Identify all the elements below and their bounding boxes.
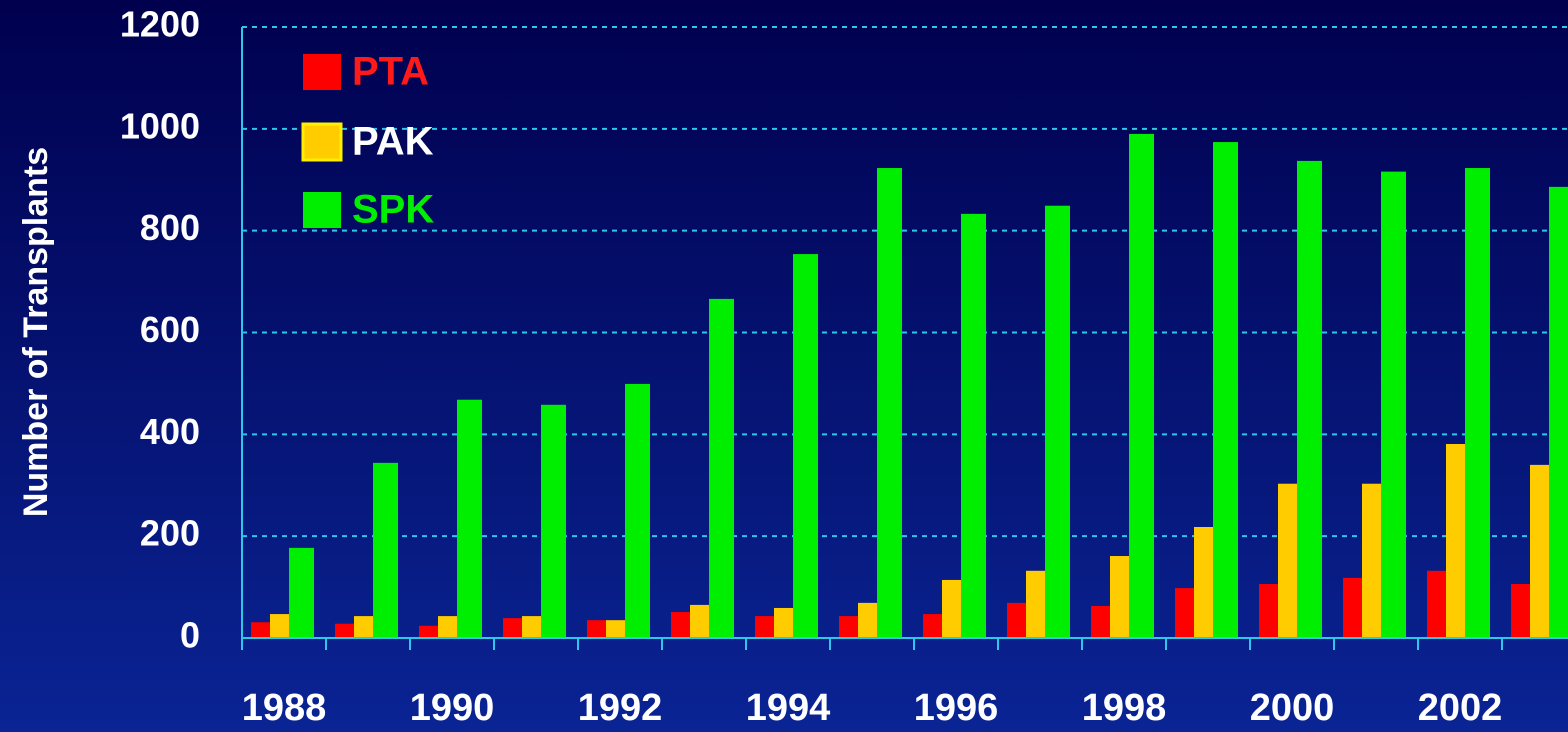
bar: [251, 622, 270, 638]
bar: [354, 616, 373, 638]
y-tick-label: 600: [140, 309, 200, 350]
y-tick-label: 0: [180, 615, 200, 656]
bar: [1381, 171, 1406, 638]
x-tick-label: 1992: [578, 687, 663, 729]
bar: [541, 404, 566, 638]
bar: [1175, 588, 1194, 638]
x-tick-label: 1996: [914, 687, 999, 729]
legend-label: PAK: [352, 120, 434, 164]
x-tick-label: 1990: [410, 687, 495, 729]
y-tick-label: 400: [140, 411, 200, 452]
bar: [793, 254, 818, 639]
bar: [690, 604, 709, 638]
legend-swatch: [301, 122, 343, 162]
bar: [438, 616, 457, 638]
bar: [942, 579, 961, 638]
bar: [1259, 584, 1278, 638]
bar: [1343, 577, 1362, 638]
bar: [839, 616, 858, 638]
bar: [1194, 527, 1213, 638]
bar: [1549, 186, 1568, 638]
bar: [858, 602, 877, 638]
bar: [1297, 160, 1322, 638]
legend-label: SPK: [352, 188, 434, 232]
x-tick-label: 1998: [1082, 687, 1167, 729]
bar: [755, 616, 774, 638]
bar: [587, 620, 606, 638]
bar: [1026, 570, 1045, 638]
y-tick-label: 800: [140, 207, 200, 248]
bar: [709, 298, 734, 638]
bar: [1465, 168, 1490, 638]
x-tick-label: 1994: [746, 687, 831, 729]
bar: [923, 614, 942, 638]
bar: [671, 612, 690, 638]
legend-swatch: [303, 54, 341, 90]
bar: [1446, 444, 1465, 638]
bar: [1278, 483, 1297, 638]
bar: [270, 614, 289, 638]
bar: [1007, 602, 1026, 638]
bar: [1213, 142, 1238, 639]
x-tick-label: 2000: [1250, 687, 1335, 729]
y-tick-label: 200: [140, 513, 200, 554]
y-axis-label: Number of Transplants: [17, 147, 55, 517]
bar: [961, 213, 986, 638]
bar: [1427, 570, 1446, 638]
legend-swatch: [303, 192, 341, 228]
y-tick-label: 1200: [120, 4, 200, 45]
bar: [335, 623, 354, 638]
bar: [1091, 605, 1110, 638]
bar: [1511, 584, 1530, 638]
y-tick-label: 1000: [120, 105, 200, 146]
bar: [877, 168, 902, 638]
bar: [1110, 556, 1129, 638]
legend-label: PTA: [352, 50, 429, 94]
bar: [625, 383, 650, 638]
bar: [289, 547, 314, 638]
bar: [503, 618, 522, 638]
bar: [1045, 205, 1070, 638]
bar: [1530, 464, 1549, 638]
bar: [774, 607, 793, 638]
x-tick-label: 2002: [1418, 687, 1503, 729]
bar: [1129, 133, 1154, 639]
bar: [606, 620, 625, 638]
bar: [522, 616, 541, 638]
bar: [419, 625, 438, 638]
bar: [373, 462, 398, 638]
x-tick-label: 1988: [242, 687, 327, 729]
bar: [457, 399, 482, 638]
bar: [1362, 483, 1381, 638]
